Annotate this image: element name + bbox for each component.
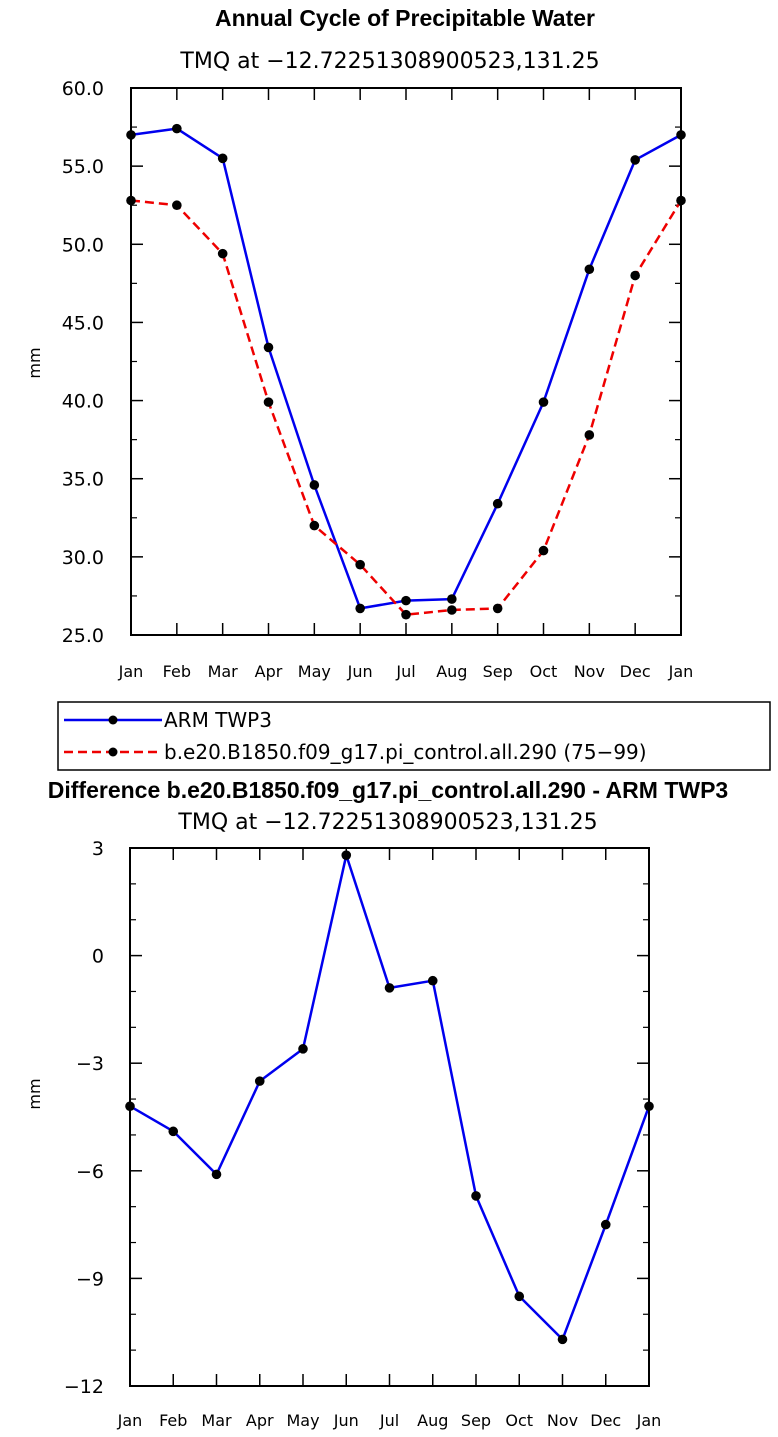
chart-1-xtick-label: Jul	[395, 662, 415, 681]
chart-2: Difference b.e20.B1850.f09_g17.pi_contro…	[25, 777, 728, 1430]
chart-2-xtick-label: Oct	[505, 1411, 533, 1430]
chart-1-plot-frame	[130, 87, 682, 636]
chart-1-series-1-point	[172, 200, 182, 211]
chart-2-series-0-point	[168, 1126, 179, 1137]
chart-2-xtick-label: Dec	[590, 1411, 621, 1430]
legend-entry-model: b.e20.B1850.f09_g17.pi_control.all.290 (…	[64, 740, 647, 764]
chart-1-series-1-point	[355, 559, 365, 570]
chart-2-series-0-point	[514, 1291, 525, 1302]
chart-1-series-0-point	[355, 603, 365, 614]
chart-2-series-0-point	[427, 975, 438, 986]
chart-1-ytick-label: 25.0	[62, 625, 104, 647]
legend-marker-model	[108, 747, 118, 757]
chart-2-series-0-point	[557, 1334, 568, 1345]
chart-1-series-0-point	[630, 155, 640, 165]
chart-2-plot-frame	[129, 847, 650, 1387]
chart-1-series-0-point	[263, 342, 274, 353]
chart-2-series-line-0	[129, 853, 651, 1341]
chart-2-series-0-point	[471, 1191, 481, 1201]
chart-1-xtick-label: Jun	[347, 662, 373, 681]
chart-1-ytick-label: 55.0	[62, 156, 104, 178]
chart-2-xtick-label: Apr	[246, 1411, 274, 1430]
chart-1-series-1-point	[538, 545, 549, 556]
chart-1-xtick-label: Jan	[668, 662, 694, 681]
legend-marker-arm	[108, 715, 118, 725]
chart-2-series-0-point	[211, 1169, 222, 1180]
chart-2-ytick-label: −3	[76, 1053, 104, 1075]
chart-2-series-0-point	[600, 1219, 611, 1230]
chart-1-series-0-point	[447, 594, 457, 604]
chart-1-series-0-point	[401, 595, 411, 606]
chart-1-xtick-label: Apr	[255, 662, 283, 681]
chart-2-xtick-label: Jan	[636, 1411, 662, 1430]
chart-2-subtitle: TMQ at −12.72251308900523,131.25	[177, 810, 597, 835]
chart-1-series-0-point	[172, 123, 182, 134]
chart-2-series-0-point	[341, 850, 352, 860]
chart-1-xtick-label: Nov	[574, 662, 605, 681]
chart-1-series-0-point	[492, 498, 503, 509]
chart-2-xtick-label: Jan	[117, 1411, 143, 1430]
chart-1-ylabel: mm	[25, 347, 44, 378]
chart-1-legend: ARM TWP3 b.e20.B1850.f09_g17.pi_control.…	[57, 701, 771, 771]
chart-1-series-line-1	[130, 199, 683, 616]
chart-2-ytick-label: −6	[76, 1161, 104, 1183]
chart-2-ytick-label: −12	[64, 1376, 104, 1398]
chart-1-ytick-label: 50.0	[62, 234, 104, 256]
chart-1-series-1-point	[447, 605, 457, 615]
chart-1-xtick-label: Aug	[436, 662, 467, 681]
chart-1-xtick-label: Jan	[118, 662, 144, 681]
chart-1-series-1-point	[584, 430, 595, 440]
chart-1-xtick-label: Dec	[620, 662, 651, 681]
chart-1-series-0-point	[584, 264, 595, 275]
chart-1-xtick-label: Feb	[163, 662, 191, 681]
chart-1-series-1-point	[401, 609, 411, 620]
chart-2-xtick-label: Feb	[159, 1411, 187, 1430]
chart-2-series-0-point	[384, 983, 395, 993]
chart-2-ytick-label: 0	[92, 946, 104, 968]
chart-1-series-0-point	[217, 153, 228, 164]
chart-1-xtick-label: Mar	[208, 662, 239, 681]
chart-1-xtick-label: Oct	[530, 662, 558, 681]
chart-1-ytick-label: 35.0	[62, 469, 104, 491]
chart-1-series-1-point	[263, 397, 274, 407]
legend-label-arm: ARM TWP3	[164, 708, 272, 732]
chart-1-xtick-label: Sep	[483, 662, 513, 681]
chart-1-series-1-point	[630, 270, 640, 281]
chart-2-xtick-label: Nov	[547, 1411, 578, 1430]
legend-label-model: b.e20.B1850.f09_g17.pi_control.all.290 (…	[164, 740, 647, 764]
legend-entry-arm: ARM TWP3	[64, 708, 272, 732]
chart-2-ytick-label: −9	[76, 1268, 104, 1290]
chart-1-series-1-point	[309, 520, 320, 531]
chart-1-ytick-label: 40.0	[62, 391, 104, 413]
chart-1-series-1-point	[492, 603, 503, 614]
chart-1-series-1-point	[217, 248, 228, 259]
chart-2-ylabel: mm	[25, 1078, 44, 1109]
chart-2-xtick-label: Sep	[461, 1411, 491, 1430]
chart-1-title: Annual Cycle of Precipitable Water	[215, 5, 595, 31]
chart-2-xtick-label: Jun	[333, 1411, 359, 1430]
chart-1-ytick-label: 45.0	[62, 312, 104, 334]
chart-2-xtick-label: Aug	[417, 1411, 448, 1430]
chart-2-title: Difference b.e20.B1850.f09_g17.pi_contro…	[48, 777, 728, 803]
chart-2-xtick-label: May	[286, 1411, 319, 1430]
chart-1-subtitle: TMQ at −12.72251308900523,131.25	[179, 49, 599, 74]
chart-1-xtick-label: May	[298, 662, 331, 681]
chart-1-ytick-label: 30.0	[62, 547, 104, 569]
legend-box	[57, 701, 771, 771]
chart-1-series-0-point	[538, 397, 549, 407]
chart-2-series-0-point	[254, 1076, 265, 1086]
chart-2-series-0-point	[298, 1044, 308, 1054]
chart-1: Annual Cycle of Precipitable Water TMQ a…	[25, 5, 693, 681]
chart-1-ytick-label: 60.0	[62, 78, 104, 100]
chart-1-series-line-0	[130, 127, 682, 610]
chart-1-series-0-point	[309, 480, 320, 490]
chart-2-xtick-label: Jul	[379, 1411, 399, 1430]
chart-2-ytick-label: 3	[92, 838, 104, 860]
chart-2-xtick-label: Mar	[201, 1411, 232, 1430]
